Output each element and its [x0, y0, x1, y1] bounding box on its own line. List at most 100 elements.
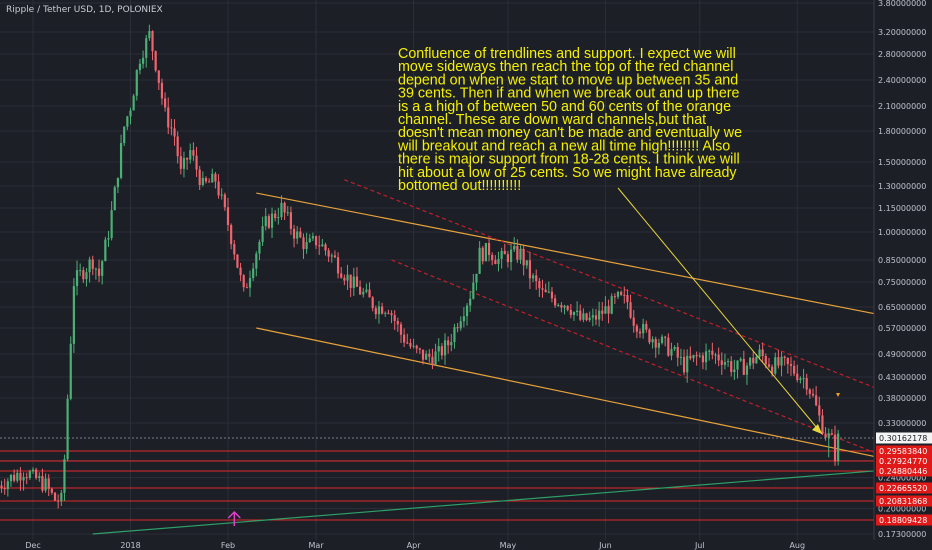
- candle-body: [9, 474, 13, 482]
- y-tick-label: 1.30000000: [878, 182, 926, 191]
- candle-body: [25, 477, 28, 479]
- candle-body: [88, 259, 91, 273]
- price-levels-layer: [0, 437, 874, 521]
- candle-body: [805, 378, 808, 390]
- candle-body: [642, 323, 645, 334]
- candle-body: [774, 357, 777, 374]
- candle-body: [324, 244, 327, 251]
- price-level-badge: [876, 495, 932, 507]
- y-tick-label: 0.57000000: [878, 324, 926, 333]
- candle-body: [126, 116, 129, 127]
- candle-body: [815, 395, 818, 406]
- candle-body: [657, 342, 660, 348]
- candle-body: [299, 231, 302, 238]
- candle-body: [330, 255, 333, 257]
- candle-body: [701, 355, 705, 363]
- candle-body: [396, 320, 399, 325]
- candle-body: [453, 327, 456, 342]
- candle-body: [569, 309, 572, 315]
- candle-body: [695, 355, 698, 357]
- candle-body: [248, 278, 252, 288]
- candle-body: [418, 348, 421, 350]
- candle-body: [318, 245, 321, 247]
- annotation-text-line: depend on when we start to move up betwe…: [398, 72, 738, 88]
- price-level-badge: [876, 432, 932, 444]
- y-tick-label: 2.40000000: [878, 76, 926, 85]
- candle-body: [531, 275, 535, 279]
- candle-body: [296, 231, 299, 239]
- candle-body: [116, 177, 120, 188]
- candle-body: [176, 136, 179, 157]
- candle-body: [698, 355, 701, 357]
- candle-body: [258, 241, 261, 254]
- candle-body: [148, 31, 151, 39]
- candle-body: [217, 181, 220, 196]
- candle-body: [138, 63, 142, 71]
- candle-body: [428, 353, 431, 357]
- y-tick-label: 1.80000000: [878, 127, 926, 136]
- x-tick-label: Dec: [25, 541, 40, 550]
- y-tick-label: 1.50000000: [878, 158, 926, 167]
- candle-body: [63, 459, 66, 493]
- grid-layer: [0, 0, 874, 540]
- candle-body: [41, 476, 44, 491]
- x-tick-label: Jul: [694, 541, 705, 550]
- candle-body: [469, 298, 472, 306]
- candle-body: [403, 334, 406, 343]
- candle-body: [686, 355, 689, 373]
- candle-body: [598, 310, 601, 320]
- candle-body: [255, 253, 258, 269]
- candle-body: [72, 286, 75, 344]
- candle-body: [465, 305, 469, 317]
- candle-body: [576, 310, 579, 313]
- candle-body: [783, 356, 786, 358]
- candle-body: [547, 291, 550, 293]
- candle-body: [748, 357, 752, 366]
- y-tick-label: 2.10000000: [878, 102, 926, 111]
- candle-body: [305, 242, 308, 250]
- candle-body: [145, 38, 148, 58]
- candle-body: [711, 350, 714, 355]
- candle-body: [777, 357, 780, 366]
- candle-body: [69, 343, 72, 399]
- annotation-text-line: bottomed out!!!!!!!!!!: [398, 178, 521, 194]
- candle-body: [528, 260, 532, 279]
- candle-body: [620, 291, 623, 295]
- candle-body: [450, 341, 453, 346]
- candle-body: [94, 268, 98, 270]
- y-tick-label: 1.00000000: [878, 228, 926, 237]
- candle-body: [799, 378, 802, 381]
- candle-body: [582, 313, 585, 320]
- candle-body: [648, 329, 651, 343]
- candle-body: [50, 488, 53, 493]
- candle-body: [336, 257, 340, 274]
- candle-body: [236, 254, 239, 268]
- candle-body: [789, 364, 793, 366]
- candle-body: [604, 306, 607, 314]
- candle-body: [670, 349, 673, 356]
- candle-body: [352, 276, 355, 288]
- candle-body: [384, 312, 387, 314]
- candle-body: [289, 212, 293, 229]
- candle-body: [717, 354, 720, 361]
- candle-body: [31, 469, 35, 472]
- candle-body: [132, 95, 135, 111]
- candle-body: [163, 98, 167, 108]
- candle-body: [679, 356, 683, 358]
- candle-body: [601, 310, 604, 314]
- candle-body: [189, 150, 192, 160]
- orange-channel-upper-trendline: [256, 192, 880, 316]
- candle-body: [358, 286, 362, 295]
- annotation-layer: Confluence of trendlines and support. I …: [227, 46, 840, 526]
- candle-body: [623, 294, 626, 296]
- candle-body: [0, 485, 3, 489]
- candle-body: [286, 212, 289, 214]
- candle-body: [60, 492, 63, 502]
- candle-body: [437, 346, 440, 352]
- candle-body: [192, 150, 195, 156]
- candle-body: [154, 51, 157, 71]
- candle-body: [204, 177, 208, 182]
- green-support-trendline: [92, 469, 880, 535]
- candle-body: [104, 239, 107, 262]
